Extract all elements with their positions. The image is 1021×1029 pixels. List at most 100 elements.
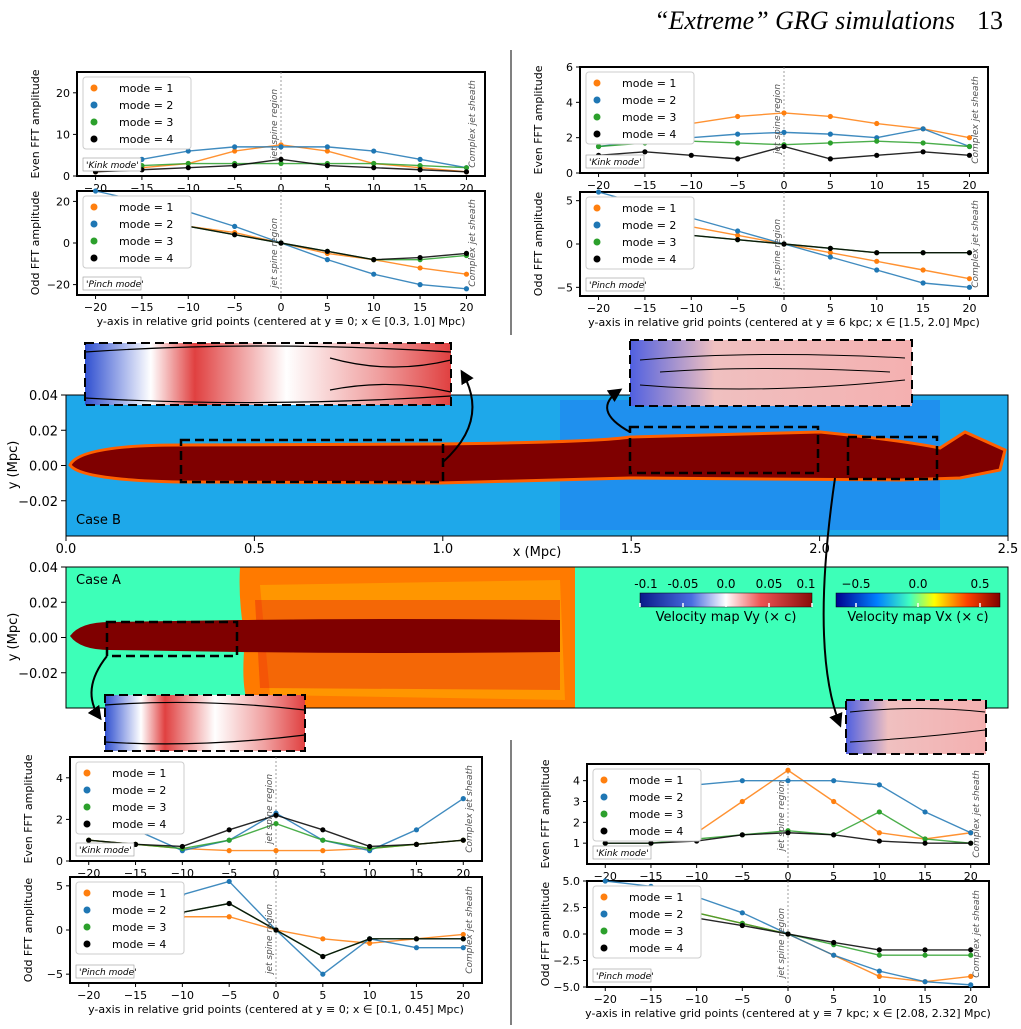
data-point (273, 848, 279, 854)
data-point (739, 798, 745, 805)
data-point (739, 832, 745, 838)
y-tick-label: 4 (573, 775, 580, 788)
data-point (968, 982, 974, 988)
map-y-tick-label: 0.02 (29, 596, 58, 611)
map-y-tick-label: −0.02 (18, 495, 58, 510)
data-point (735, 228, 741, 234)
data-point (413, 827, 420, 833)
x-axis-label: y-axis in relative grid points (centered… (588, 316, 980, 329)
mode-label: 'Pinch mode' (86, 280, 144, 290)
data-point (735, 131, 741, 137)
data-point (876, 968, 882, 974)
x-tick-label: −20 (84, 301, 107, 314)
data-point (324, 163, 330, 169)
inset-case-b-3 (845, 699, 987, 755)
legend-label: mode = 1 (622, 202, 676, 215)
map-x-tick-label: 0.5 (244, 542, 265, 557)
y-axis-label: Even FFT amplitude (22, 754, 35, 863)
data-point (324, 248, 330, 254)
x-tick-label: −15 (633, 179, 656, 192)
vx-tick-label: −0.5 (841, 577, 870, 591)
data-point (232, 148, 238, 154)
data-point (232, 232, 238, 238)
data-point (827, 140, 833, 146)
legend-marker (90, 135, 98, 143)
data-point (831, 832, 837, 838)
x-tick-label: −10 (177, 301, 200, 314)
x-tick-label: 20 (964, 870, 978, 883)
x-tick-label: 0 (781, 302, 788, 315)
y-tick-label: 0 (56, 855, 63, 868)
data-point (460, 837, 466, 843)
sheath-label: Complex jet sheath (972, 890, 982, 978)
data-point (966, 143, 973, 150)
y-tick-label: 5.0 (563, 875, 581, 888)
mode-label: 'Kink mode' (589, 158, 642, 168)
x-tick-label: −5 (221, 989, 237, 1002)
legend-marker (83, 803, 91, 811)
data-point (602, 878, 608, 884)
x-tick-label: −15 (639, 870, 662, 883)
data-point (968, 830, 974, 836)
data-point (688, 152, 694, 158)
data-point (781, 110, 787, 116)
data-point (226, 900, 232, 907)
data-point (278, 240, 284, 246)
data-point (874, 250, 880, 256)
legend-label: mode = 1 (119, 201, 173, 214)
x-axis-label: y-axis in relative grid points (centered… (585, 1007, 991, 1020)
mode-box (585, 277, 645, 292)
spine-label: jet spine region (773, 84, 783, 156)
legend-box (82, 76, 192, 150)
data-point (367, 936, 373, 942)
data-point (874, 120, 880, 127)
y-axis-label: Odd FFT amplitude (22, 878, 35, 983)
data-point (831, 952, 837, 958)
map-x-tick-label: 2.0 (809, 542, 830, 557)
y-tick-label: −20 (47, 279, 70, 292)
legend-label: mode = 1 (629, 891, 683, 904)
legend-marker (83, 820, 91, 828)
data-point (876, 947, 882, 953)
x-tick-label: 10 (363, 989, 377, 1002)
legend-label: mode = 3 (629, 808, 683, 821)
legend: mode = 1 mode = 2 mode = 3 mode = 4 (585, 196, 695, 270)
y-tick-label: −5 (47, 968, 63, 981)
data-point (463, 169, 470, 175)
y-tick-label: 4 (56, 772, 63, 785)
legend-label: mode = 3 (629, 925, 683, 938)
data-point (785, 778, 791, 784)
data-point (463, 286, 470, 292)
legend-marker (83, 786, 91, 794)
x-tick-label: 5 (319, 989, 326, 1002)
x-tick-label: 10 (367, 301, 381, 314)
data-point (367, 843, 373, 850)
x-tick-label: 5 (830, 870, 837, 883)
map-x-tick-label: 1.5 (621, 542, 642, 557)
data-point (827, 113, 833, 120)
legend-label: mode = 4 (119, 252, 173, 265)
data-point (785, 830, 791, 836)
data-point (232, 223, 238, 229)
x-tick-label: 20 (962, 302, 976, 315)
x-tick-label: −5 (227, 301, 243, 314)
spine-label: jet spine region (270, 89, 280, 161)
data-point (827, 254, 833, 260)
y-tick-label: 2 (573, 816, 580, 829)
spine-label: jet spine region (265, 904, 275, 976)
legend-marker (600, 810, 608, 818)
y-tick-label: 0 (566, 167, 573, 180)
case-b-label: Case B (76, 513, 121, 528)
legend-marker (593, 204, 601, 212)
data-point (460, 936, 466, 942)
data-point (781, 241, 787, 247)
mode-box (585, 154, 645, 169)
x-axis-label: y-axis in relative grid points (centered… (97, 315, 466, 328)
data-point (602, 840, 608, 846)
map-y-tick-label: 0.04 (29, 561, 58, 576)
legend-label: mode = 2 (629, 791, 683, 804)
data-point (413, 841, 420, 847)
